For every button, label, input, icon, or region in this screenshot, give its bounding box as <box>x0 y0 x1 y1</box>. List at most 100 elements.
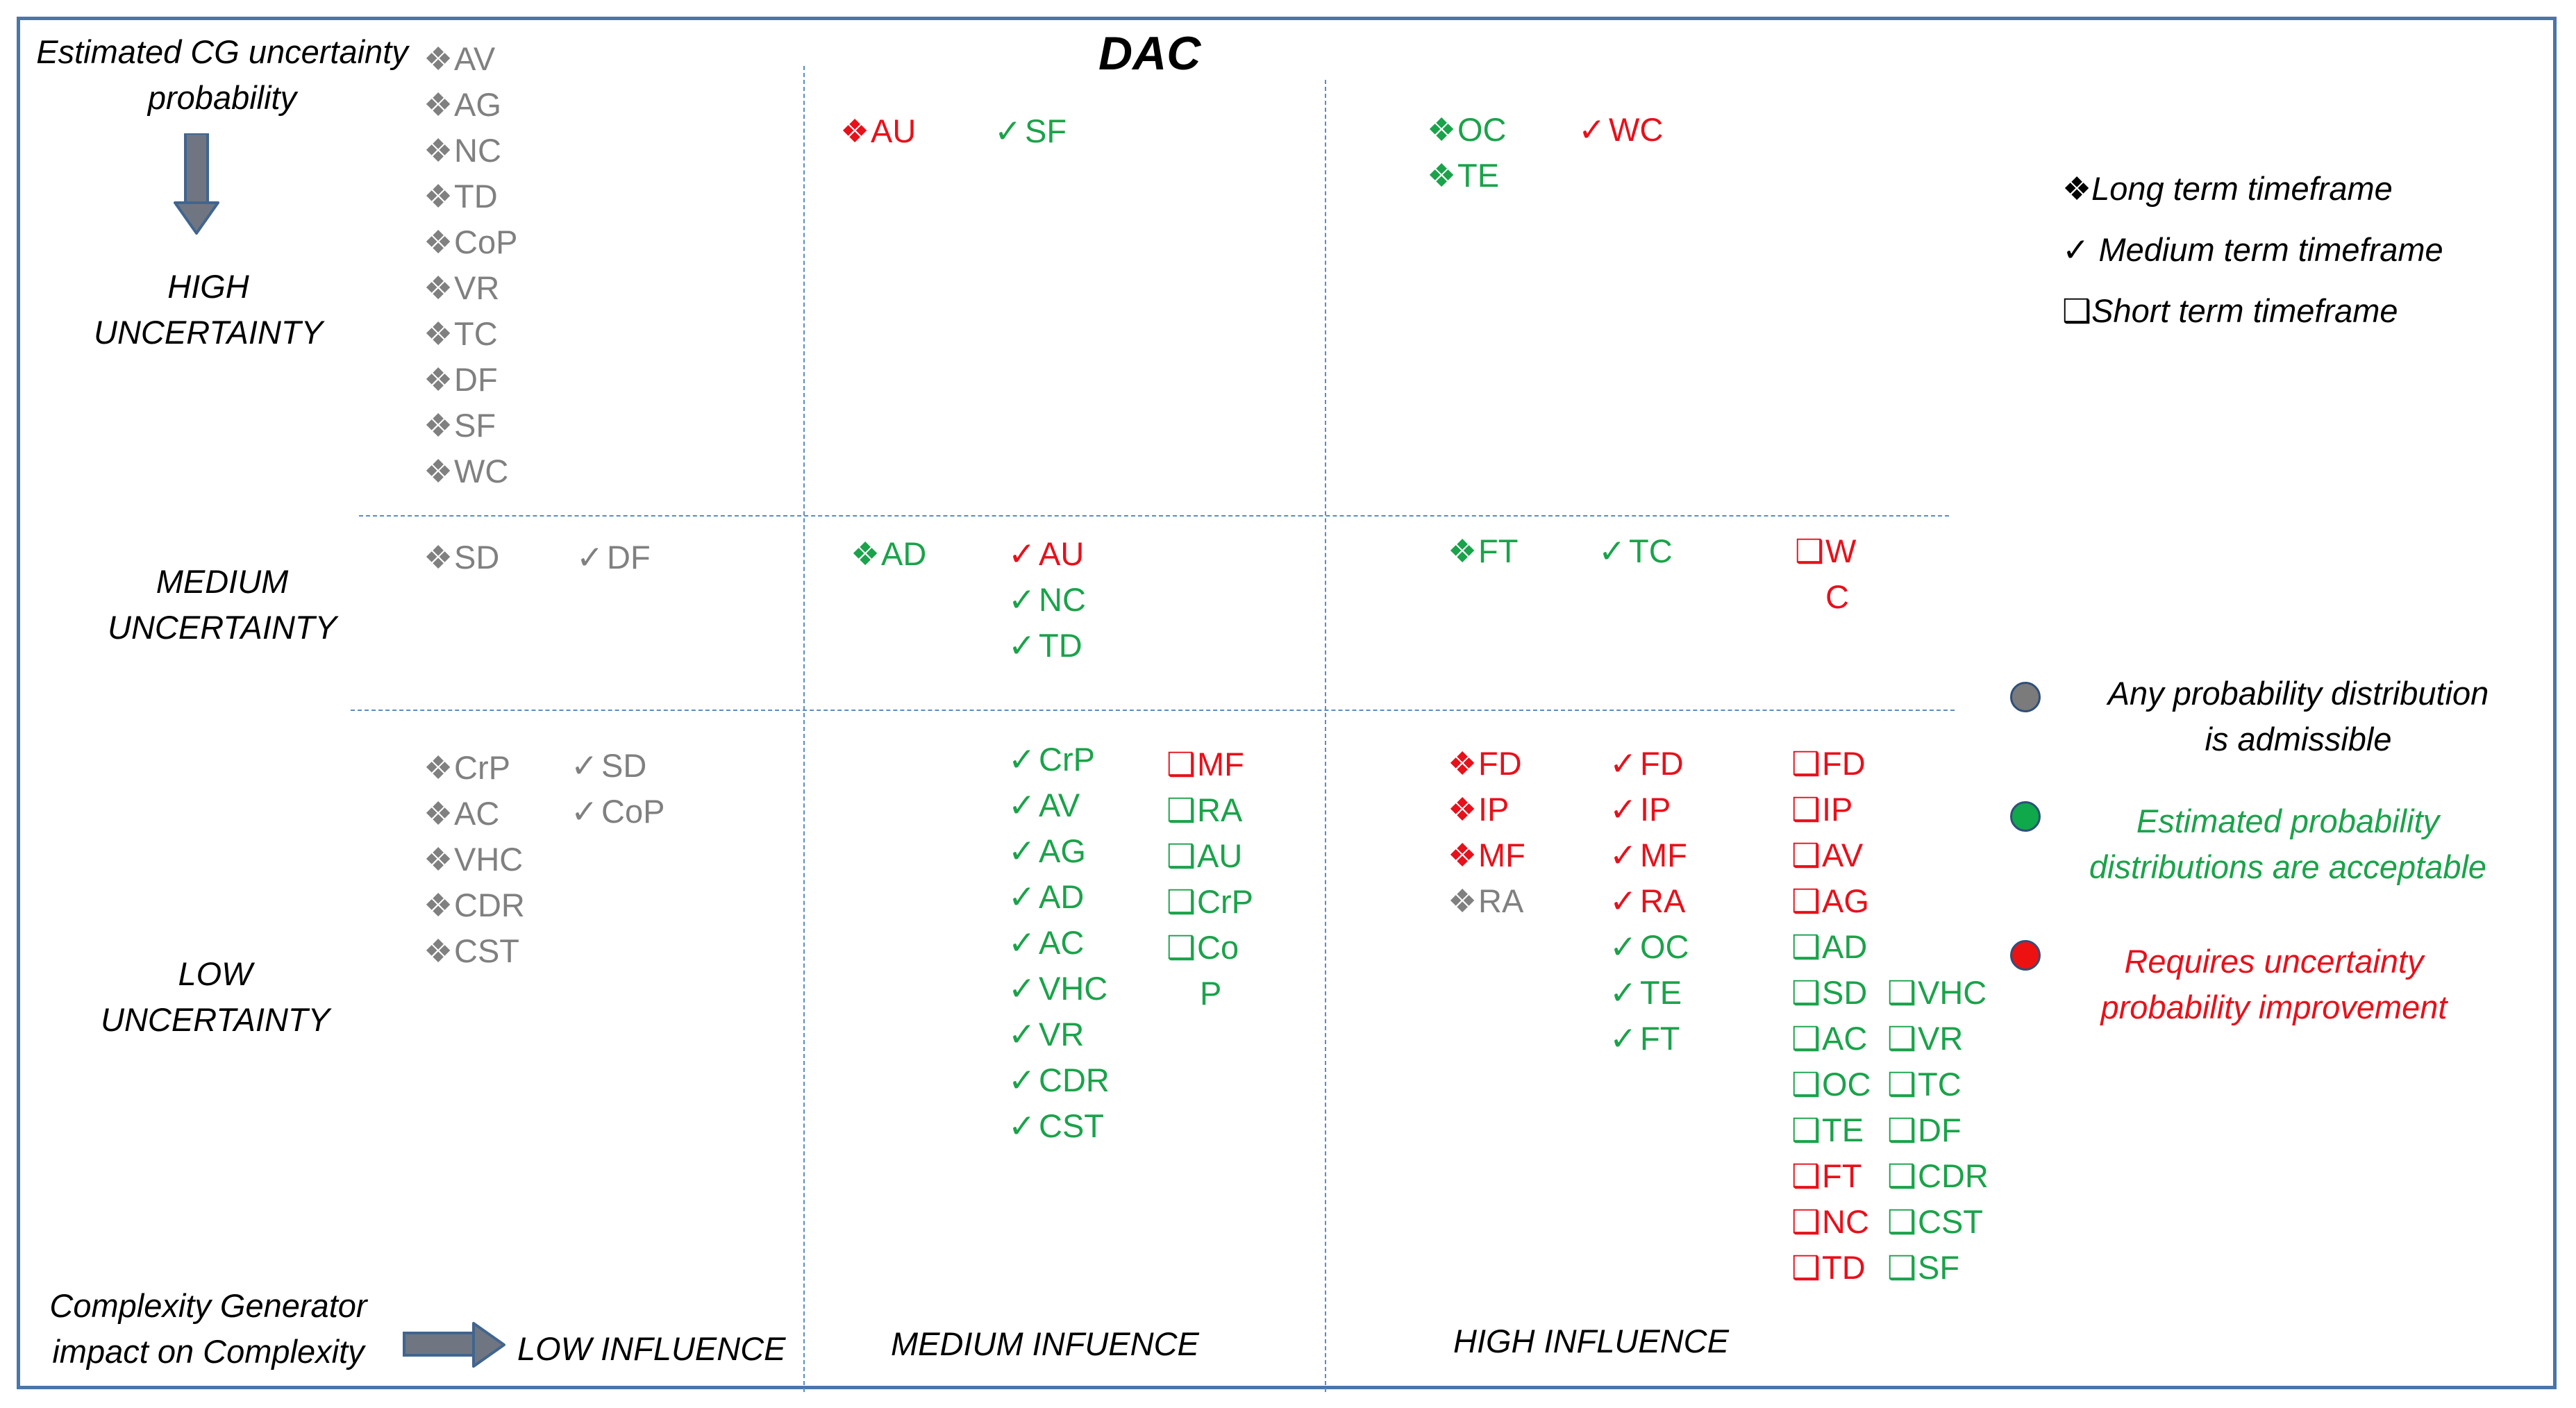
cg-item: ❑TC <box>1887 1062 1989 1107</box>
long-term-icon: ❖ <box>424 40 453 77</box>
cg-item: ✓CrP <box>1008 737 1110 782</box>
cg-item-label: FD <box>1478 745 1522 782</box>
cg-item-label: AG <box>1822 882 1869 919</box>
group-mm-long: ❖AD <box>851 531 926 577</box>
cg-item-label: CrP <box>1197 883 1253 920</box>
long-term-icon: ❖ <box>851 535 880 572</box>
yaxis-heading: Estimated CG uncertainty probability <box>21 29 424 121</box>
grey-dot-icon <box>2010 682 2041 712</box>
cg-item: ❖AG <box>424 82 517 128</box>
yaxis-high-line1: HIGH <box>167 268 249 305</box>
cg-item-label: OC <box>1822 1066 1871 1103</box>
medium-term-icon: ✓ <box>1008 878 1036 915</box>
cg-item-label: SF <box>454 407 496 444</box>
short-term-icon: ❑ <box>1791 1112 1821 1148</box>
medium-term-icon: ✓ <box>1609 928 1637 965</box>
cg-item: ❖AU <box>840 108 916 154</box>
medium-term-icon: ✓ <box>1609 1020 1637 1057</box>
cg-item-label: FT <box>1478 533 1519 569</box>
short-term-icon: ❑ <box>1791 745 1821 782</box>
cg-item-label: VHC <box>1039 970 1108 1007</box>
cg-item-label: W <box>1825 533 1857 569</box>
green-dot-icon <box>2010 801 2041 832</box>
cg-item-label: AV <box>454 40 496 77</box>
cg-item-label: AG <box>454 86 501 123</box>
cg-item-label: AU <box>1039 535 1085 572</box>
short-term-icon: ❑ <box>1791 1203 1821 1240</box>
cg-item: ❑CDR <box>1887 1153 1989 1199</box>
group-lh-short-b: ❑AD ❑SD ❑AC ❑OC ❑TE <box>1791 924 1871 1153</box>
legend-short-text: Short term timeframe <box>2091 292 2398 329</box>
cg-item: ❑FD <box>1791 741 1869 787</box>
cg-item-label: TD <box>454 178 498 215</box>
cg-item: ❑FT <box>1791 1153 1869 1199</box>
cg-item-label: DF <box>607 539 651 576</box>
xaxis-low-label: LOW INFLUENCE <box>517 1330 786 1367</box>
long-term-icon: ❖ <box>424 132 453 169</box>
cg-item-label: MF <box>1197 746 1244 782</box>
medium-term-icon: ✓ <box>576 539 604 576</box>
short-term-icon: ❑ <box>1166 791 1196 828</box>
grey-note-line2: is admissible <box>2205 721 2392 757</box>
cg-item: ❑W <box>1795 528 1856 574</box>
group-lh-med-b: ✓OC ✓TE ✓FT <box>1609 924 1689 1062</box>
group-lh-short-a: ❑FD ❑IP ❑AV ❑AG <box>1791 741 1869 924</box>
cg-item-label: AC <box>1822 1020 1868 1057</box>
cg-item: ✓IP <box>1609 787 1687 832</box>
cg-item: ❖NC <box>424 128 517 174</box>
short-term-icon: ❑ <box>1791 837 1821 873</box>
legend-short: ❑Short term timeframe <box>2062 290 2398 332</box>
grid-vline-2 <box>1325 80 1326 1392</box>
group-lm-med: ✓CrP ✓AV ✓AG ✓AD ✓AC ✓VHC ✓VR ✓CDR ✓CST <box>1008 737 1110 1149</box>
diagram-title: DAC <box>1098 27 1201 80</box>
cg-item: P <box>1200 971 1221 1016</box>
cg-item-label: CDR <box>454 887 525 923</box>
short-term-icon: ❑ <box>1887 1020 1917 1057</box>
group-lh-med-a: ✓FD ✓IP ✓MF ✓RA <box>1609 741 1687 924</box>
short-term-icon: ❑ <box>1887 1249 1917 1286</box>
cg-item: ✓AC <box>1008 920 1110 966</box>
group-lm-short-a: ❑MF <box>1166 741 1244 787</box>
cg-item-label: SD <box>601 747 647 784</box>
legend-long: ❖Long term timeframe <box>2062 168 2393 210</box>
group-lm-short-b: ❑RA ❑AU ❑CrP ❑Co <box>1166 787 1253 971</box>
red-note-line2: probability improvement <box>2100 989 2448 1025</box>
cg-item-label: VHC <box>1918 974 1987 1011</box>
cg-item: ✓AV <box>1008 782 1110 828</box>
cg-item: ❑CrP <box>1166 879 1253 925</box>
medium-term-icon: ✓ <box>1008 924 1036 961</box>
short-term-icon: ❑ <box>1887 1203 1917 1240</box>
cg-item: ✓VR <box>1008 1012 1110 1057</box>
cg-item-label: OC <box>1640 928 1689 965</box>
cg-item: ✓SD <box>571 743 664 789</box>
red-dot-icon <box>2010 940 2041 971</box>
cg-item-label: AU <box>1197 837 1243 874</box>
cg-item: ❑MF <box>1166 741 1244 787</box>
cg-item: ❖MF <box>1448 832 1525 878</box>
cg-item: ✓DF <box>576 535 651 580</box>
cg-item-label: AC <box>1039 924 1085 961</box>
cg-item: ✓TE <box>1609 970 1689 1016</box>
medium-term-icon: ✓ <box>1008 832 1036 869</box>
cg-item: ✓WC <box>1578 107 1663 153</box>
cg-item-label: VR <box>1918 1020 1964 1057</box>
short-term-icon: ❑ <box>1887 974 1917 1011</box>
cg-item: ❖TE <box>1427 153 1507 199</box>
short-term-icon: ❑ <box>1791 1066 1821 1103</box>
long-term-icon: ❖ <box>424 795 453 832</box>
cg-item: ❑SF <box>1887 1245 1989 1291</box>
cg-item: ❑RA <box>1166 787 1253 833</box>
cg-item-label: RA <box>1640 882 1686 919</box>
short-term-icon: ❑ <box>1791 1249 1821 1286</box>
cg-item-label: CDR <box>1918 1157 1989 1194</box>
cg-item-label: CrP <box>1039 741 1095 778</box>
cg-item-label: OC <box>1457 111 1507 148</box>
short-term-icon: ❑ <box>1795 533 1825 569</box>
medium-term-icon: ✓ <box>1008 581 1036 618</box>
long-term-icon: ❖ <box>424 932 453 969</box>
cg-item: ❖VHC <box>424 837 525 882</box>
short-term-icon: ❑ <box>1791 928 1821 965</box>
cg-item-label: TC <box>1629 533 1673 569</box>
cg-item: C <box>1825 574 1849 620</box>
cg-item: ❖WC <box>424 449 517 494</box>
